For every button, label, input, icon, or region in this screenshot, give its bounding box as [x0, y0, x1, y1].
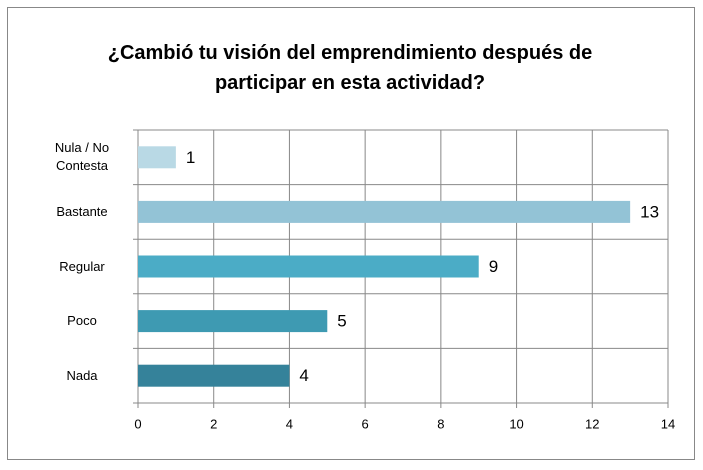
x-tick-label: 12	[585, 416, 599, 431]
chart-title: ¿Cambió tu visión del emprendimiento des…	[107, 42, 593, 94]
x-tick-label: 8	[437, 416, 444, 431]
bar	[138, 364, 290, 387]
x-tick-label: 2	[210, 416, 217, 431]
x-tick-label: 14	[661, 416, 675, 431]
bar	[138, 310, 328, 333]
x-tick-label: 0	[134, 416, 141, 431]
value-label: 4	[299, 366, 308, 385]
y-tick-label: Regular	[59, 258, 105, 274]
y-tick-label: Nula / No Contesta	[54, 140, 110, 174]
bar	[138, 200, 631, 223]
y-tick-label: Nada	[66, 367, 98, 383]
x-tick-label: 4	[286, 416, 293, 431]
value-label: 13	[640, 202, 659, 221]
y-tick-label: Bastante	[56, 203, 108, 219]
chart-frame	[7, 7, 695, 460]
value-label: 5	[337, 312, 346, 331]
x-tick-label: 6	[362, 416, 369, 431]
value-label: 1	[186, 148, 195, 167]
bar	[138, 255, 479, 278]
value-label: 9	[489, 257, 498, 276]
bar	[138, 146, 176, 169]
x-tick-label: 10	[509, 416, 523, 431]
y-tick-label: Poco	[67, 313, 97, 329]
